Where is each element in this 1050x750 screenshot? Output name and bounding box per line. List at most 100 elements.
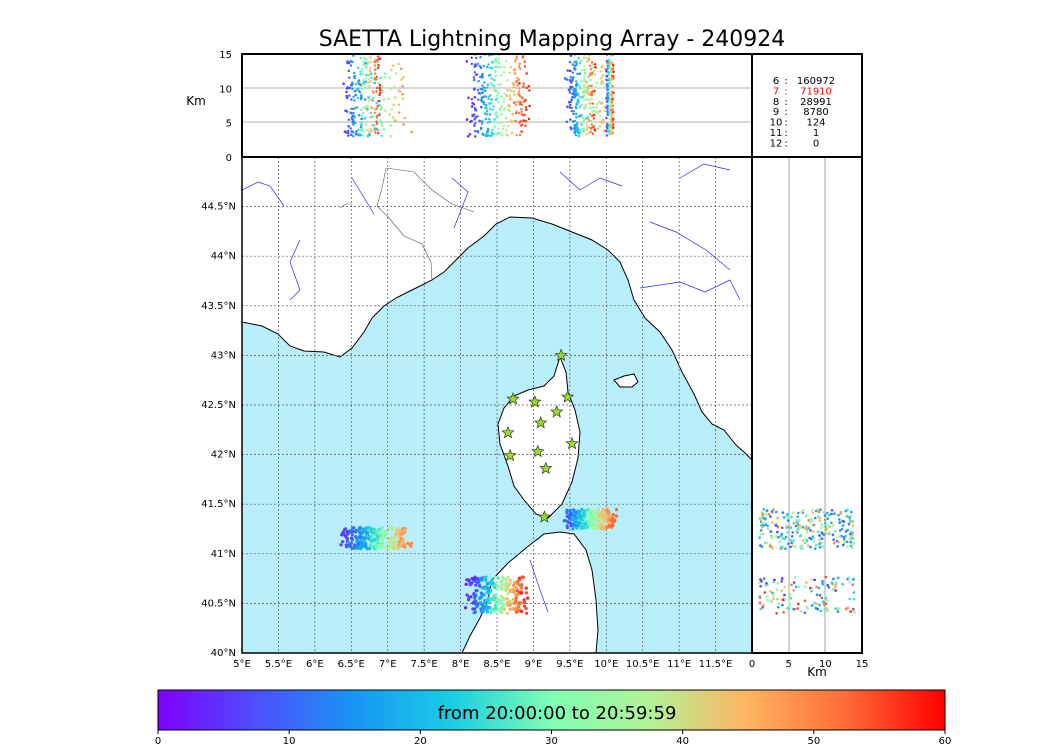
lightning-source-point [563, 519, 567, 523]
altitude-point [494, 70, 497, 73]
altitude-point [596, 127, 600, 130]
altitude-point [360, 68, 364, 71]
altitude-point [568, 60, 572, 64]
altitude-point [608, 102, 612, 105]
altitude-point [522, 82, 525, 85]
count-row: 10: 124 [770, 118, 826, 129]
lat-alt-point [805, 605, 809, 609]
y-tick-label: 43°N [211, 350, 236, 361]
altitude-point [580, 131, 583, 134]
lightning-source-point [464, 582, 468, 587]
lightning-source-point [489, 597, 493, 601]
y-tick-label: 41.5°N [201, 499, 236, 510]
altitude-point [489, 134, 492, 138]
colorbar: from 20:00:00 to 20:59:59 0 10 20 30 40 50 60 [155, 689, 951, 747]
altitude-point [591, 102, 594, 105]
station-star [506, 392, 520, 405]
altitude-point [502, 100, 506, 104]
lightning-source-point [574, 517, 579, 521]
altitude-point [517, 90, 521, 93]
lightning-source-point [355, 538, 359, 542]
altitude-point [601, 118, 604, 122]
lightning-source-point [588, 508, 593, 512]
altitude-point [492, 120, 496, 124]
lat-alt-point [771, 591, 774, 595]
altitude-point [576, 72, 579, 76]
altitude-point [370, 106, 373, 109]
altitude-point [518, 102, 522, 106]
altitude-point [500, 105, 504, 108]
altitude-point [381, 90, 385, 93]
altitude-point [369, 128, 373, 131]
altitude-point [507, 108, 510, 111]
lightning-source-point [611, 513, 616, 517]
altitude-point [581, 116, 585, 120]
altitude-point [575, 80, 578, 83]
lightning-source-point [474, 589, 478, 593]
altitude-point [585, 98, 588, 101]
altitude-point [487, 117, 491, 121]
altitude-point [489, 94, 492, 97]
lat-alt-point [759, 584, 762, 588]
station-star [501, 425, 515, 439]
lightning-source-point [574, 511, 578, 515]
lat-alt-point [801, 539, 805, 542]
altitude-point [588, 93, 591, 96]
count-separator: : [784, 128, 787, 139]
altitude-point [594, 85, 597, 89]
altitude-point [608, 93, 611, 97]
altitude-point [482, 64, 485, 68]
lightning-source-point [350, 533, 354, 537]
lightning-source-point [612, 518, 616, 522]
lat-alt-point [759, 578, 762, 581]
altitude-point [473, 88, 476, 91]
lightning-source-point [472, 607, 477, 611]
lat-alt-point [807, 519, 810, 522]
lat-alt-point [775, 612, 778, 615]
altitude-point [349, 64, 353, 67]
altitude-point [520, 130, 523, 133]
altitude-point [496, 65, 499, 69]
lat-alt-point [839, 535, 842, 538]
lightning-source-point [522, 598, 526, 602]
lightning-source-point [500, 606, 504, 610]
altitude-point [473, 71, 476, 74]
altitude-point [588, 102, 592, 105]
altitude-point [508, 105, 512, 108]
altitude-point [525, 108, 528, 111]
altitude-point [482, 133, 485, 137]
altitude-point [474, 135, 477, 138]
lightning-source-point [347, 542, 352, 547]
altitude-point [609, 67, 612, 71]
altitude-point [471, 101, 474, 105]
lightning-source-point [392, 542, 397, 546]
altitude-point [365, 73, 368, 77]
lightning-source-point [516, 603, 521, 607]
lightning-source-point [565, 526, 570, 530]
lightning-source-point [496, 602, 501, 606]
altitude-point [496, 60, 499, 63]
altitude-point [605, 68, 608, 72]
lat-alt-point [834, 581, 838, 585]
lat-alt-point [845, 540, 849, 544]
altitude-point [498, 107, 502, 110]
altitude-point [505, 129, 508, 132]
altitude-point [590, 61, 594, 64]
lat-alt-point [788, 606, 792, 609]
count-separator: : [784, 86, 787, 97]
altitude-point [483, 81, 486, 84]
altitude-point [484, 117, 487, 121]
lightning-source-point [508, 603, 512, 608]
altitude-point [486, 83, 490, 87]
altitude-point [370, 130, 373, 133]
altitude-point [610, 115, 613, 119]
y-tick-label: 40°N [211, 648, 236, 659]
lat-alt-point [830, 521, 833, 524]
count-row: 11: 1 [770, 128, 820, 139]
altitude-point [588, 126, 591, 129]
lightning-source-point [493, 604, 498, 608]
altitude-point [575, 107, 578, 110]
lat-alt-point [790, 583, 793, 587]
altitude-point [518, 81, 521, 85]
altitude-point [465, 118, 469, 121]
